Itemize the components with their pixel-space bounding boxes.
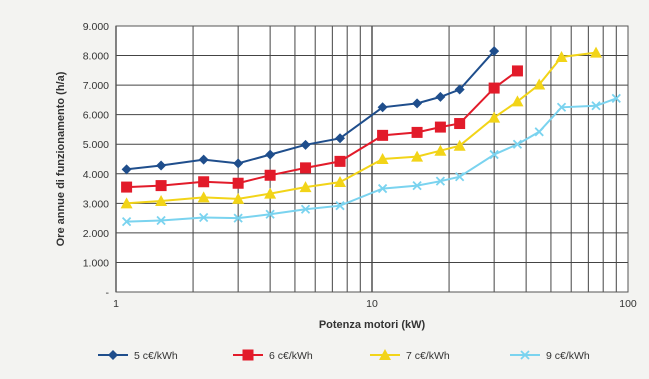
series-point <box>197 191 210 203</box>
y-tick-label: 1.000 <box>83 257 109 269</box>
series-point <box>300 162 312 174</box>
series-point <box>511 95 524 107</box>
series-point <box>334 155 346 167</box>
series-point <box>488 111 501 123</box>
series-point <box>155 180 167 192</box>
y-tick-label: 4.000 <box>83 169 109 181</box>
series-layer <box>120 46 621 227</box>
series-point <box>434 121 446 133</box>
legend-item: 6 c€/kWh <box>233 349 313 362</box>
series-point <box>198 176 210 188</box>
legend-marker <box>242 349 254 361</box>
y-tick-label: 5.000 <box>83 139 109 151</box>
series-point <box>412 98 423 109</box>
series-point <box>434 144 447 156</box>
series-point <box>199 212 209 223</box>
legend-label: 6 c€/kWh <box>269 350 313 362</box>
series-point <box>198 154 209 165</box>
legend-item: 7 c€/kWh <box>370 349 450 362</box>
series-point <box>334 176 347 188</box>
gridlines <box>115 25 628 293</box>
series-point <box>556 102 567 112</box>
series-point <box>591 101 601 111</box>
series-point <box>435 176 446 186</box>
series-point <box>435 91 446 102</box>
series-point <box>590 46 603 58</box>
series-point <box>264 187 277 199</box>
series-point <box>121 164 132 175</box>
series-line <box>126 51 597 205</box>
series-group <box>121 46 500 175</box>
x-axis-title: Potenza motori (kW) <box>319 319 426 331</box>
y-tick-label: 8.000 <box>83 51 109 63</box>
series-point <box>511 65 523 77</box>
series-point <box>489 149 499 160</box>
series-point <box>232 192 245 204</box>
series-point <box>377 102 388 113</box>
series-point <box>411 126 423 138</box>
plot-frame <box>115 25 629 293</box>
series-point <box>453 139 466 151</box>
legend-label: 7 c€/kWh <box>406 350 450 362</box>
series-point <box>454 118 466 130</box>
series-point <box>412 180 422 191</box>
series-point <box>533 78 546 90</box>
x-tick-labels: 1 10 100 <box>113 298 637 310</box>
y-tick-label: 7.000 <box>83 80 109 92</box>
series-point <box>611 93 621 104</box>
series-point <box>489 46 500 57</box>
legend-marker <box>379 349 391 360</box>
series-point <box>233 213 243 223</box>
series-point <box>377 183 388 194</box>
series-point <box>455 172 465 182</box>
y-tick-label: - <box>106 287 110 299</box>
y-tick-label: 9.000 <box>83 21 109 33</box>
legend-marker <box>108 350 118 360</box>
series-point <box>411 150 424 162</box>
y-tick-label: 3.000 <box>83 198 109 210</box>
series-point <box>121 181 133 193</box>
x-tick-label: 10 <box>366 298 378 310</box>
legend: 5 c€/kWh 6 c€/kWh 7 c€/kWh 9 c€/kWh <box>98 349 590 362</box>
series-point <box>232 177 244 189</box>
series-point <box>120 197 133 209</box>
series-point <box>233 158 244 169</box>
y-tick-labels: - 1.000 2.000 3.000 4.000 5.000 6.000 7.000 8.00… <box>83 21 110 299</box>
legend-item: 5 c€/kWh <box>98 350 178 362</box>
series-point <box>335 201 345 211</box>
series-point <box>300 204 311 214</box>
series-point <box>335 133 346 144</box>
legend-label: 5 c€/kWh <box>134 350 178 362</box>
y-tick-label: 2.000 <box>83 228 109 240</box>
series-point <box>265 149 276 160</box>
series-point <box>265 209 275 219</box>
y-tick-label: 6.000 <box>83 110 109 122</box>
legend-marker <box>520 350 530 360</box>
series-point <box>454 84 465 95</box>
x-tick-label: 1 <box>113 298 119 310</box>
series-point <box>155 194 168 206</box>
series-point <box>156 215 166 226</box>
series-group <box>121 93 621 227</box>
series-point <box>534 127 544 137</box>
series-point <box>488 82 500 94</box>
series-point <box>377 129 389 141</box>
series-point <box>264 169 276 181</box>
y-axis-title: Ore annue di funzionamento (h/a) <box>55 71 67 246</box>
series-point <box>512 139 523 149</box>
x-tick-label: 100 <box>619 298 637 310</box>
series-group <box>121 65 523 193</box>
series-point <box>376 153 389 164</box>
series-group <box>120 46 603 209</box>
legend-label: 9 c€/kWh <box>546 350 590 362</box>
legend-item: 9 c€/kWh <box>510 350 590 362</box>
series-point <box>555 51 568 63</box>
series-point <box>300 139 311 150</box>
series-point <box>299 181 312 193</box>
series-point <box>156 160 167 171</box>
series-point <box>121 217 132 227</box>
